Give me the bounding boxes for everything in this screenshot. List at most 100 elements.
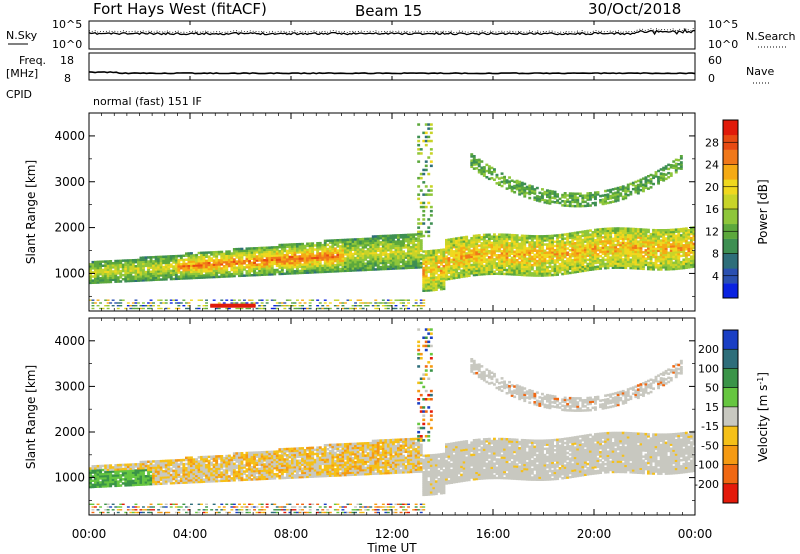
power-cell [621,262,625,265]
power-cell [296,255,299,258]
power-cell [508,254,511,257]
power-cell [424,277,428,280]
power-cell [513,236,517,239]
power-cell [616,188,620,192]
power-cell [104,299,108,301]
power-cell [344,259,347,262]
velocity-cell [142,509,145,511]
power-cell [152,274,155,277]
power-cell [576,245,580,249]
power-cell [659,241,663,244]
power-cell [260,263,264,266]
power-cell [311,258,315,262]
power-cell [551,236,554,240]
power-cell [384,261,388,264]
power-cell [543,199,547,202]
power-cell [230,272,234,276]
power-cell [450,273,453,276]
power-cell [190,264,193,267]
power-cell [429,274,433,278]
power-cell [662,257,666,261]
power-cell [657,249,660,253]
power-cell [452,237,456,241]
power-cell [594,203,597,207]
power-cell [429,270,433,273]
power-cell [238,307,241,310]
velocity-cell [106,476,110,480]
power-cell [94,281,97,284]
power-cell [442,250,446,253]
power-cell [361,254,365,257]
power-cell [260,305,264,307]
power-cell [344,246,347,250]
power-cell [455,260,458,263]
power-cell [518,248,522,252]
power-cell [139,262,143,266]
power-cell [164,299,168,301]
power-cell [591,268,595,271]
power-cell [672,261,676,265]
velocity-cell [157,480,161,483]
power-cell [311,262,315,266]
power-cell [571,192,575,195]
power-cell [573,262,577,266]
power-cell [503,239,506,243]
power-cell [495,239,499,242]
power-cell [500,172,504,175]
power-cell [366,241,370,245]
power-cell [556,201,559,204]
power-cell [647,267,650,271]
power-cell [634,265,638,268]
power-cell [669,259,673,263]
power-cell [298,261,302,264]
power-cell [215,275,219,279]
power-cell [523,251,527,254]
power-cell [126,269,130,272]
power-cell [450,246,453,249]
power-cell [546,267,549,271]
power-cell [376,307,380,310]
power-cell [490,241,494,245]
power-cell [515,273,519,276]
power-cell [356,258,360,262]
power-cell [566,265,570,269]
power-cell [490,260,494,263]
power-cell [200,253,203,257]
power-cell [672,232,676,236]
power-cell [99,307,102,310]
power-cell [649,265,653,269]
power-cell [578,263,582,267]
power-cell [546,239,549,242]
power-cell [528,196,532,200]
power-cell [298,269,302,273]
power-cell [561,264,565,267]
power-cell [349,265,352,268]
power-cell [566,237,570,240]
power-cell [475,265,479,268]
power-cell [467,268,471,271]
power-cell [616,231,620,234]
power-cell [429,209,433,213]
power-cell [657,175,660,179]
power-cell [667,253,671,257]
power-cell [576,260,580,263]
power-cell [647,181,650,184]
power-cell [644,257,648,260]
power-cell [437,267,441,271]
power-cell [389,236,393,239]
power-cell [91,299,95,301]
power-cell [202,257,206,261]
power-cell [505,272,509,276]
power-cell [470,165,474,168]
power-cell [217,275,221,279]
power-cell [172,277,176,281]
power-cell [566,251,570,254]
power-cell [210,265,214,269]
power-cell [581,242,585,246]
power-cell [520,269,524,273]
power-cell [541,196,544,199]
power-cell [177,271,181,274]
power-cell [432,251,436,255]
power-cell [89,277,92,280]
power-cell [553,196,557,200]
